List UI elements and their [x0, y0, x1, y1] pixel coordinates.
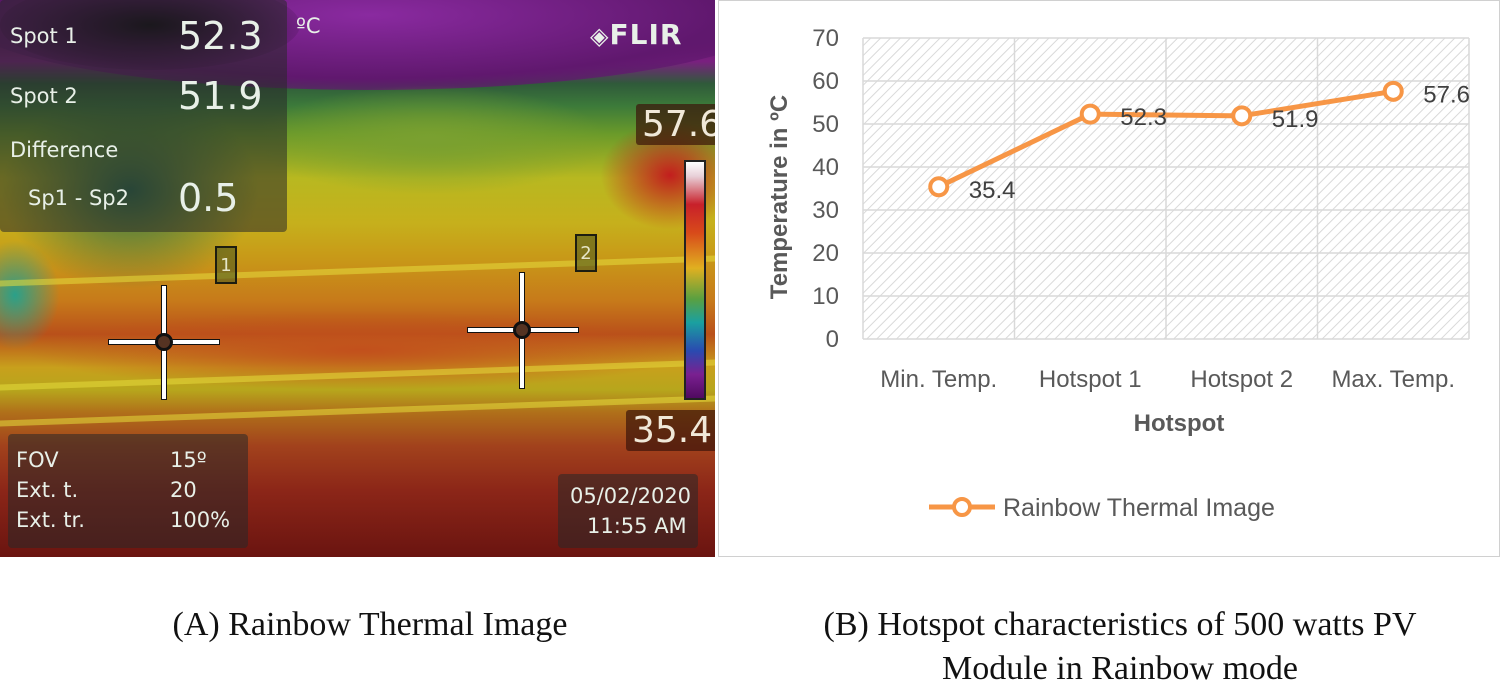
param-value: 15º [170, 448, 207, 472]
y-tick-label: 70 [812, 25, 839, 52]
panel-edge [0, 395, 715, 427]
data-point [1231, 105, 1253, 127]
spot-marker-2: 2 [575, 234, 597, 272]
max-temp-value: 57.6 [636, 104, 715, 145]
x-tick-label: Min. Temp. [880, 366, 997, 393]
param-value: 20 [170, 478, 197, 502]
unit-label: ºC [296, 14, 321, 38]
flir-logo: ◈FLIR [590, 18, 683, 51]
caption-a: (A) Rainbow Thermal Image [172, 606, 568, 643]
data-point [1382, 80, 1404, 102]
min-temp-value: 35.4 [626, 410, 715, 451]
spot-marker-1: 1 [215, 246, 237, 284]
difference-sublabel: Sp1 - Sp2 [28, 186, 129, 210]
y-tick-label: 60 [812, 68, 839, 95]
y-axis-ticks: 0 10 20 30 40 50 60 70 [812, 25, 839, 353]
spot2-value: 51.9 [178, 74, 263, 118]
thermal-image: Spot 1 52.3 ºC Spot 2 51.9 Difference Sp… [0, 0, 715, 557]
flir-diamond-icon: ◈ [590, 22, 610, 50]
gridlines [862, 37, 1470, 340]
y-tick-label: 10 [812, 283, 839, 310]
param-label: FOV [16, 448, 59, 472]
x-axis-ticks: Min. Temp. Hotspot 1 Hotspot 2 Max. Temp. [880, 366, 1455, 393]
y-tick-label: 0 [826, 326, 839, 353]
y-tick-label: 30 [812, 197, 839, 224]
spot1-label: Spot 1 [10, 24, 78, 48]
legend-marker [952, 497, 972, 517]
legend-label: Rainbow Thermal Image [1003, 494, 1275, 522]
series-line [937, 88, 1394, 190]
difference-value: 0.5 [178, 176, 239, 220]
legend: Rainbow Thermal Image [929, 494, 1275, 522]
x-axis-title: Hotspot [1134, 410, 1225, 437]
y-tick-label: 50 [812, 111, 839, 138]
params-panel [8, 434, 248, 548]
y-tick-label: 20 [812, 240, 839, 267]
caption-b-line2: Module in Rainbow mode [941, 650, 1299, 687]
difference-label: Difference [10, 138, 119, 162]
data-label: 35.4 [969, 177, 1016, 204]
y-axis-title: Temperature in ºC [766, 95, 793, 299]
data-point [1079, 103, 1101, 125]
param-label: Ext. tr. [16, 508, 85, 532]
spot-readout-panel [0, 0, 287, 232]
timestamp-panel [558, 474, 698, 548]
crosshair-2-center [513, 321, 531, 339]
data-label: 57.6 [1423, 81, 1470, 108]
x-tick-label: Hotspot 2 [1190, 366, 1293, 393]
data-label: 51.9 [1272, 106, 1319, 133]
data-point [928, 176, 950, 198]
x-tick-label: Hotspot 1 [1039, 366, 1142, 393]
y-tick-label: 40 [812, 154, 839, 181]
param-value: 100% [170, 508, 231, 532]
caption-b-line1: (B) Hotspot characteristics of 500 watts… [823, 606, 1417, 643]
heat-region [20, 310, 700, 390]
date-text: 05/02/2020 [570, 484, 692, 508]
series-rainbow-thermal [928, 80, 1404, 198]
data-labels: 35.4 52.3 51.9 57.6 [969, 81, 1470, 203]
x-tick-label: Max. Temp. [1331, 366, 1455, 393]
param-label: Ext. t. [16, 478, 79, 502]
spot2-label: Spot 2 [10, 84, 78, 108]
heat-region [250, 85, 610, 195]
chart-panel: 0 10 20 30 40 50 60 70 Min. Temp. Hotspot 1 Hotsp… [718, 0, 1500, 557]
line-chart: 0 10 20 30 40 50 60 70 Min. Temp. Hotspot 1 Hotsp… [766, 25, 1470, 522]
crosshair-1-center [155, 333, 173, 351]
spot1-value: 52.3 [178, 14, 263, 58]
time-text: 11:55 AM [587, 514, 687, 538]
data-label: 52.3 [1120, 104, 1167, 131]
color-scale-bar [684, 160, 706, 400]
